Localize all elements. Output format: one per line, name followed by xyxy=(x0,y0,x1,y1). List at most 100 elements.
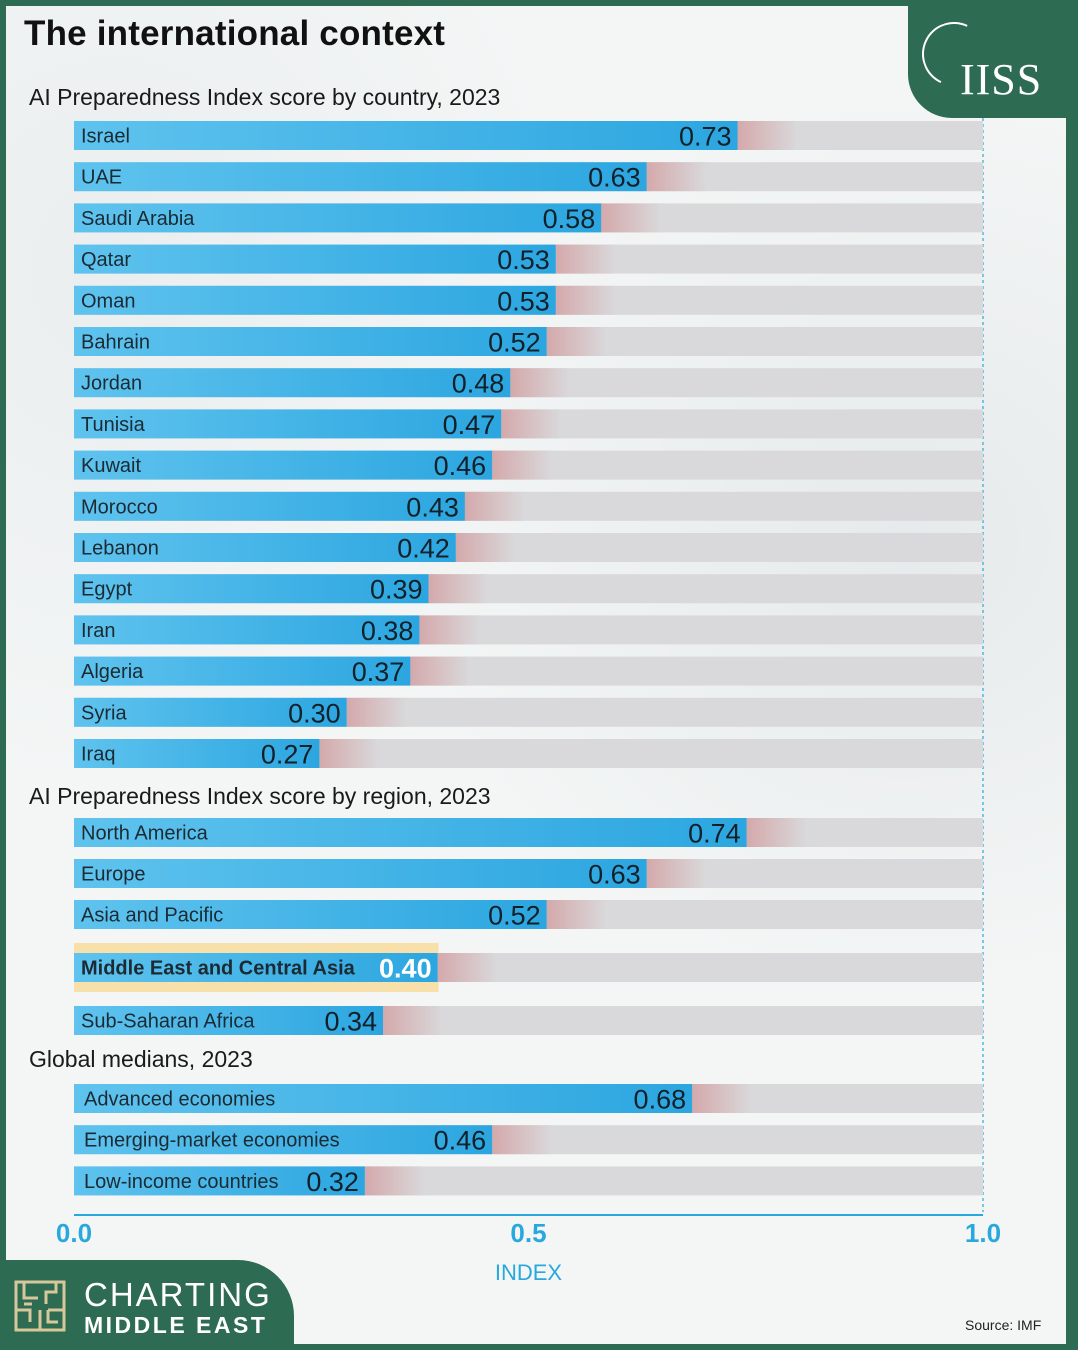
bar-qatar xyxy=(74,244,556,274)
bar-middle-east-and-central-asia xyxy=(74,953,438,982)
bar-label-low-income-countries: Low-income countries xyxy=(84,1171,279,1193)
bar-label-iraq: Iraq xyxy=(81,744,115,766)
data-label-syria: 0.30 xyxy=(288,698,341,728)
bar-algeria xyxy=(74,656,411,686)
bar-oman xyxy=(74,285,556,315)
bar-iran xyxy=(74,615,420,645)
bar-label-middle-east-and-central-asia: Middle East and Central Asia xyxy=(81,958,356,980)
data-label-morocco: 0.43 xyxy=(406,492,459,522)
data-label-lebanon: 0.42 xyxy=(397,534,450,564)
data-label-asia-and-pacific: 0.52 xyxy=(488,901,541,931)
bar-syria xyxy=(74,697,347,727)
data-label-egypt: 0.39 xyxy=(370,575,423,605)
bar-label-algeria: Algeria xyxy=(81,661,144,683)
bar-label-oman: Oman xyxy=(81,290,135,312)
bar-shadow-middle-east-and-central-asia xyxy=(437,953,498,982)
bar-label-morocco: Morocco xyxy=(81,496,158,518)
bar-label-asia-and-pacific: Asia and Pacific xyxy=(81,905,223,927)
bar-label-bahrain: Bahrain xyxy=(81,332,150,354)
data-label-israel: 0.73 xyxy=(679,122,732,152)
bar-label-jordan: Jordan xyxy=(81,373,142,395)
x-tick-label: 0.5 xyxy=(510,1218,546,1248)
bar-shadow-tunisia xyxy=(501,409,562,439)
bar-shadow-iran xyxy=(419,615,480,645)
data-label-sub-saharan-africa: 0.34 xyxy=(324,1007,377,1037)
bar-label-syria: Syria xyxy=(81,702,127,724)
bar-shadow-kuwait xyxy=(492,450,553,480)
bar-bahrain xyxy=(74,327,547,356)
section-title-medians: Global medians, 2023 xyxy=(29,1046,253,1072)
bar-emerging-market-economies xyxy=(74,1125,493,1155)
data-label-iraq: 0.27 xyxy=(261,740,314,770)
bar-shadow-israel xyxy=(737,121,798,150)
bar-label-advanced-economies: Advanced economies xyxy=(84,1089,275,1111)
data-label-kuwait: 0.46 xyxy=(434,451,487,481)
bar-shadow-iraq xyxy=(319,739,380,768)
data-label-uae: 0.63 xyxy=(588,163,641,193)
data-label-jordan: 0.48 xyxy=(452,369,505,399)
bar-shadow-jordan xyxy=(510,368,571,398)
x-tick-label: 1.0 xyxy=(965,1218,1001,1248)
bar-asia-and-pacific xyxy=(74,900,547,929)
bar-shadow-syria xyxy=(346,697,407,727)
bar-sub-saharan-africa xyxy=(74,1006,384,1035)
bar-iraq xyxy=(74,739,320,768)
data-label-middle-east-and-central-asia: 0.40 xyxy=(379,954,432,984)
bar-egypt xyxy=(74,574,429,604)
bar-uae xyxy=(74,162,647,192)
data-label-north-america: 0.74 xyxy=(688,819,741,849)
kufic-logo-icon xyxy=(14,1280,66,1332)
section-title-country: AI Preparedness Index score by country, … xyxy=(29,84,501,110)
data-label-saudi-arabia: 0.58 xyxy=(543,204,596,234)
bar-saudi-arabia xyxy=(74,203,602,233)
data-label-low-income-countries: 0.32 xyxy=(306,1167,359,1197)
charting-middle-east-brand: CHARTING MIDDLE EAST xyxy=(0,1260,294,1350)
bar-shadow-algeria xyxy=(410,656,471,686)
bar-label-qatar: Qatar xyxy=(81,249,131,271)
data-label-bahrain: 0.52 xyxy=(488,328,541,358)
data-label-tunisia: 0.47 xyxy=(443,410,496,440)
bar-shadow-qatar xyxy=(555,244,616,274)
bar-label-kuwait: Kuwait xyxy=(81,455,141,477)
bar-north-america xyxy=(74,818,747,847)
data-label-oman: 0.53 xyxy=(497,286,550,316)
iiss-logo: IISS xyxy=(908,6,1066,118)
bar-label-lebanon: Lebanon xyxy=(81,538,159,560)
data-label-qatar: 0.53 xyxy=(497,245,550,275)
bar-tunisia xyxy=(74,409,502,439)
bar-label-tunisia: Tunisia xyxy=(81,414,146,436)
bar-shadow-morocco xyxy=(464,491,525,521)
bar-label-iran: Iran xyxy=(81,620,115,642)
bar-shadow-asia-and-pacific xyxy=(546,900,607,929)
bar-shadow-advanced-economies xyxy=(692,1084,753,1113)
bar-shadow-lebanon xyxy=(455,533,516,562)
bar-label-europe: Europe xyxy=(81,864,146,886)
page-title: The international context xyxy=(24,14,446,53)
x-tick-label: 0.0 xyxy=(56,1218,92,1248)
bar-israel xyxy=(74,121,738,150)
bar-shadow-oman xyxy=(555,285,616,315)
logo-text: IISS xyxy=(960,55,1043,104)
bar-label-israel: Israel xyxy=(81,126,130,148)
brand-line-1: CHARTING xyxy=(84,1276,272,1313)
bar-shadow-uae xyxy=(646,162,707,192)
bar-shadow-egypt xyxy=(428,574,489,604)
source-note: Source: IMF xyxy=(965,1317,1042,1333)
brand-line-2: MIDDLE EAST xyxy=(84,1312,268,1338)
bar-label-saudi-arabia: Saudi Arabia xyxy=(81,208,195,230)
bar-label-sub-saharan-africa: Sub-Saharan Africa xyxy=(81,1011,255,1033)
bar-shadow-europe xyxy=(646,859,707,888)
bar-shadow-low-income-countries xyxy=(364,1166,425,1196)
bar-shadow-sub-saharan-africa xyxy=(383,1006,444,1035)
data-label-iran: 0.38 xyxy=(361,616,414,646)
bar-advanced-economies xyxy=(74,1084,693,1113)
bar-shadow-saudi-arabia xyxy=(601,203,662,233)
bar-shadow-bahrain xyxy=(546,327,607,356)
bar-europe xyxy=(74,859,647,888)
bar-kuwait xyxy=(74,450,493,480)
bar-label-north-america: North America xyxy=(81,823,209,845)
bar-low-income-countries xyxy=(74,1166,365,1196)
section-title-region: AI Preparedness Index score by region, 2… xyxy=(29,783,491,809)
bar-label-emerging-market-economies: Emerging-market economies xyxy=(84,1130,340,1152)
